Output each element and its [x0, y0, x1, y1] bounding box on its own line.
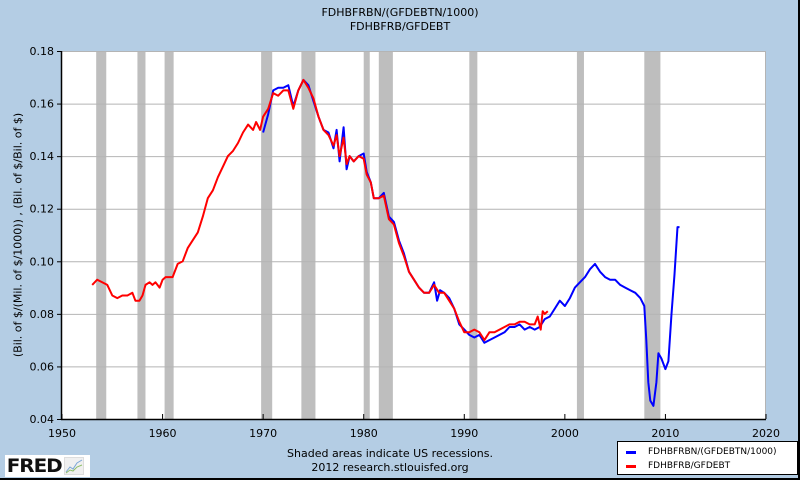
- recession-band: [96, 51, 107, 419]
- recession-bands: [96, 51, 661, 419]
- chart-title-line-2: FDHBFRB/GFDEBT: [349, 20, 451, 33]
- legend-item-blue: FDHBFRBN/(GFDEBTN/1000): [626, 447, 777, 457]
- recession-band: [378, 51, 393, 419]
- legend-swatch-blue: [626, 450, 636, 454]
- chart-title-line-1: FDHBFRBN/(GFDEBTN/1000): [321, 6, 479, 19]
- recession-band: [164, 51, 174, 419]
- series-lines: [91, 78, 680, 407]
- recession-band: [644, 51, 661, 419]
- legend-label-blue: FDHBFRBN/(GFDEBTN/1000): [648, 447, 777, 457]
- mini-chart-icon: [64, 457, 85, 475]
- fred-logo[interactable]: FRED: [5, 455, 90, 477]
- legend: FDHBFRBN/(GFDEBTN/1000) FDHBFRB/GFDEBT: [617, 441, 798, 475]
- x-tick-label: 2010: [651, 427, 679, 440]
- fred-logo-text: FRED: [6, 455, 63, 477]
- y-tick-label: 0.10: [30, 255, 55, 268]
- x-tick-label: 1970: [249, 427, 277, 440]
- x-tick-label: 2020: [752, 427, 780, 440]
- recession-band: [261, 51, 273, 419]
- y-tick-label: 0.12: [30, 203, 55, 216]
- y-tick-label: 0.14: [30, 150, 55, 163]
- y-tick-label: 0.06: [30, 360, 55, 373]
- legend-swatch-red: [626, 464, 636, 468]
- recession-band: [576, 51, 584, 419]
- series-line: [91, 78, 549, 342]
- x-tick-label: 2000: [551, 427, 579, 440]
- legend-label-red: FDHBFRB/GFDEBT: [648, 461, 731, 471]
- y-tick-label: 0.04: [30, 413, 55, 426]
- recession-band: [137, 51, 146, 419]
- recession-band: [363, 51, 370, 419]
- x-tick-label: 1960: [149, 427, 177, 440]
- axes: [57, 51, 767, 421]
- legend-item-red: FDHBFRB/GFDEBT: [626, 461, 730, 471]
- recession-note: Shaded areas indicate US recessions.: [287, 447, 493, 460]
- tick-labels: 0.04 0.06 0.08 0.10 0.12 0.14 0.16 0.18 1950 1960…: [30, 45, 781, 440]
- recession-band: [469, 51, 478, 419]
- y-tick-label: 0.18: [30, 45, 55, 58]
- x-tick-label: 1950: [48, 427, 76, 440]
- y-tick-label: 0.16: [30, 98, 55, 111]
- source-note: 2012 research.stlouisfed.org: [311, 461, 469, 474]
- recession-band: [301, 51, 316, 419]
- x-tick-label: 1990: [450, 427, 478, 440]
- x-tick-label: 1980: [350, 427, 378, 440]
- y-tick-label: 0.08: [30, 308, 55, 321]
